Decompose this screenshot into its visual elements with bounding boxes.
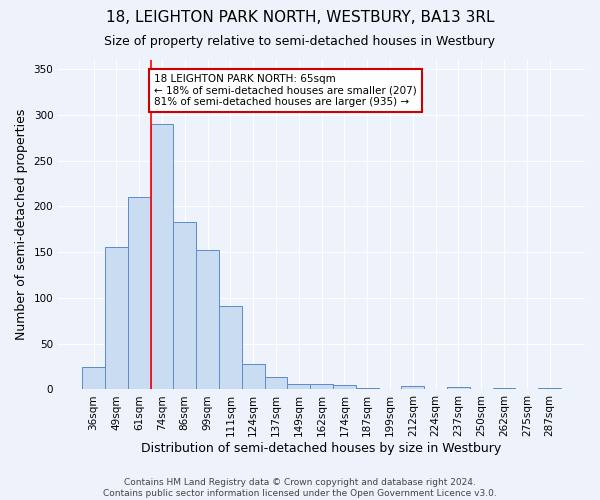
Bar [219, 306, 242, 390]
Text: Size of property relative to semi-detached houses in Westbury: Size of property relative to semi-detach… [104, 35, 496, 48]
Bar [196, 250, 219, 390]
X-axis label: Distribution of semi-detached houses by size in Westbury: Distribution of semi-detached houses by … [142, 442, 502, 455]
Y-axis label: Number of semi-detached properties: Number of semi-detached properties [15, 109, 28, 340]
Bar [356, 388, 379, 390]
Text: Contains HM Land Registry data © Crown copyright and database right 2024.
Contai: Contains HM Land Registry data © Crown c… [103, 478, 497, 498]
Bar [333, 385, 356, 390]
Text: 18, LEIGHTON PARK NORTH, WESTBURY, BA13 3RL: 18, LEIGHTON PARK NORTH, WESTBURY, BA13 … [106, 10, 494, 25]
Bar [447, 386, 470, 390]
Bar [310, 384, 333, 390]
Bar [538, 388, 561, 390]
Text: 18 LEIGHTON PARK NORTH: 65sqm
← 18% of semi-detached houses are smaller (207)
81: 18 LEIGHTON PARK NORTH: 65sqm ← 18% of s… [154, 74, 417, 107]
Bar [151, 124, 173, 390]
Bar [242, 364, 265, 390]
Bar [105, 246, 128, 390]
Bar [287, 384, 310, 390]
Bar [265, 376, 287, 390]
Bar [128, 198, 151, 390]
Bar [493, 388, 515, 390]
Bar [401, 386, 424, 390]
Bar [82, 366, 105, 390]
Bar [173, 222, 196, 390]
